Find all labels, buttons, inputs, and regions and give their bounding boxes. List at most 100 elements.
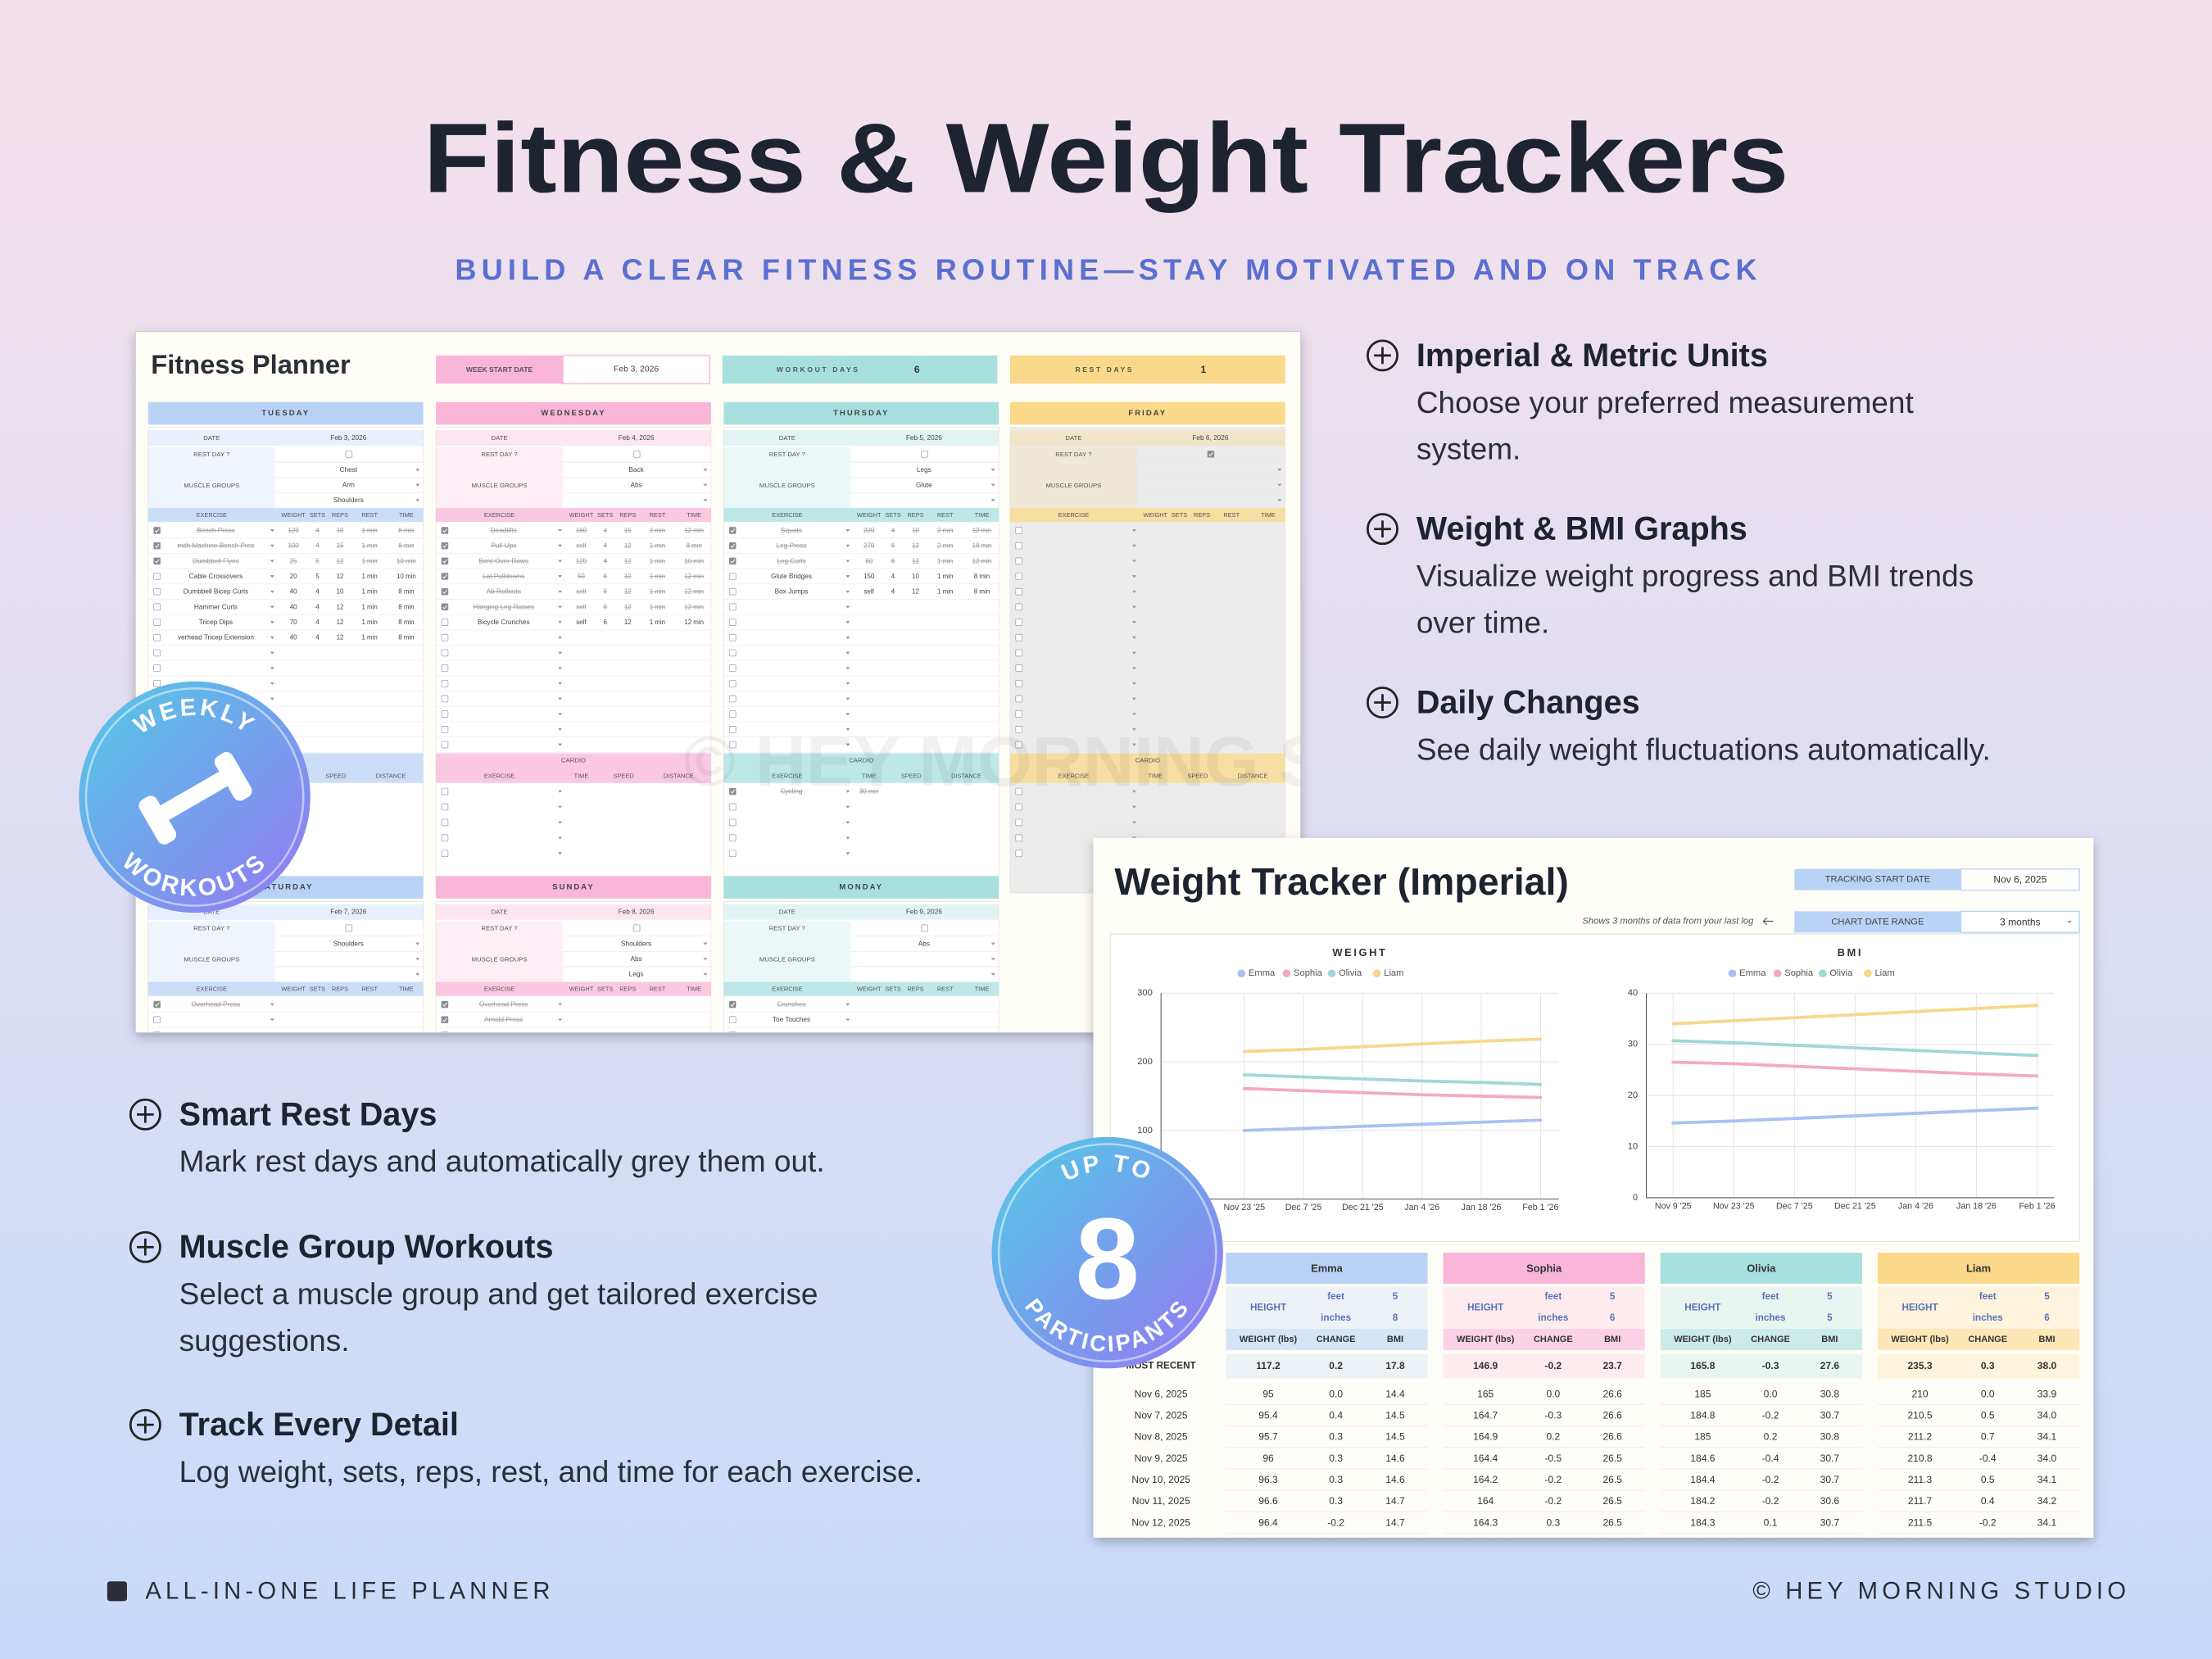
feature-title: Daily Changes (1416, 685, 1640, 721)
column-label: SETS (1172, 511, 1187, 519)
cardio-header (1009, 753, 1285, 783)
legend-swatch (1728, 969, 1737, 977)
log-value: 30.7 (1820, 1474, 1840, 1485)
log-value: -0.2 (1762, 1495, 1779, 1507)
exercise-rest: 1 min (361, 527, 377, 534)
checkbox (441, 834, 449, 842)
rest-days: 1 (1200, 364, 1206, 375)
exercise-sets: 5 (315, 557, 320, 564)
exercise-reps: 12 (337, 573, 344, 580)
column-label: REPS (619, 511, 636, 519)
column-label: EXERCISE (484, 511, 514, 519)
header-value: Nov 6, 2025 (1993, 874, 2047, 886)
y-tick-label: 20 (1628, 1090, 1638, 1100)
log-value: 164.4 (1473, 1453, 1498, 1464)
plus-icon-cross (137, 1238, 154, 1256)
day-name: SATURDAY (258, 883, 314, 892)
exercise-rest: 1 min (650, 603, 665, 610)
checkbox (441, 542, 449, 550)
recent-label: MOST RECENT (1126, 1360, 1197, 1371)
exercise-sets: 4 (604, 527, 608, 534)
column-label: TIME (975, 511, 990, 519)
log-value: 26.5 (1602, 1516, 1622, 1528)
exercise-name: Leg Curls (777, 557, 805, 564)
day-name: SUNDAY (552, 883, 595, 892)
log-value: 164.3 (1473, 1516, 1498, 1528)
checkbox (728, 726, 737, 733)
column-label: SETS (310, 986, 325, 993)
day-card: WEDNESDAY DATE Feb 4, 2026 REST DAY ? MUSCLE… (435, 401, 712, 894)
exercise-sets: 4 (604, 542, 608, 550)
exercise-weight: 40 (290, 634, 297, 641)
cardio-name: Cycling (780, 788, 802, 796)
cardio-time: 30 min (859, 788, 879, 796)
chart-area (1109, 933, 2080, 1242)
column-label: SETS (597, 986, 613, 993)
exercise-weight: 20 (290, 573, 297, 580)
footer-right: © HEY MORNING STUDIO (1752, 1578, 2130, 1604)
log-value: 185 (1694, 1388, 1711, 1399)
checkbox (441, 649, 449, 657)
muscle-label: MUSCLE GROUPS (184, 482, 239, 489)
check-mark (730, 789, 736, 794)
dropdown-arrow (270, 560, 274, 563)
person-table: Emma HEIGHT feet inches 5 8 WEIGHT (lbs) CHANGE… (1226, 1253, 1428, 1534)
plus-icon (1367, 687, 1398, 718)
recent-value: -0.3 (1762, 1360, 1779, 1371)
dropdown-arrow (558, 728, 563, 732)
column-label: WEIGHT (569, 986, 594, 993)
column-label: SPEED (614, 773, 634, 780)
check-mark (730, 543, 736, 549)
dropdown-arrow (845, 790, 850, 793)
x-tick-label: Nov 23 '25 (1713, 1201, 1755, 1211)
dropdown-arrow (1131, 605, 1137, 609)
plus-icon-cross (137, 1106, 154, 1123)
column-label: EXERCISE (1058, 773, 1089, 780)
checkbox (1015, 850, 1023, 858)
exercise-time: 8 min (974, 573, 990, 580)
plus-icon (1367, 513, 1398, 546)
feature-text: Choose your preferred measurement (1416, 385, 1915, 419)
date-row (436, 904, 711, 920)
tracker-title: Weight Tracker (Imperial) (1114, 860, 1569, 903)
checkbox (441, 1016, 449, 1024)
exercise-header (147, 981, 424, 996)
muscle-group: Shoulders (333, 940, 364, 947)
height-inches: 6 (2044, 1312, 2050, 1323)
column-label: TIME (1148, 773, 1163, 780)
checkbox (1015, 527, 1023, 534)
exercise-sets: 6 (891, 557, 895, 564)
dropdown-arrow (1131, 575, 1137, 578)
planner-body: Fitness Planner WEEK START DATE Feb 3, 202… (147, 349, 1301, 1033)
exercise-rest: 1 min (361, 557, 377, 564)
column-label: EXERCISE (197, 511, 227, 519)
log-value: 164.7 (1473, 1409, 1498, 1421)
check-mark (442, 1018, 447, 1022)
exercise-name: Leg Press (776, 542, 806, 550)
label-box (1794, 868, 1961, 891)
exercise-name: Squats (781, 527, 802, 534)
chart: BMI Emma Sophia Olivia Liam 0 10 20 30 40 Nov 9 '2… (1628, 946, 2056, 1211)
exercise-reps: 12 (337, 603, 344, 610)
column-label: REPS (619, 986, 636, 993)
dropdown-arrow (1131, 621, 1137, 624)
height-cell (1443, 1286, 1645, 1330)
height-inches: 8 (1393, 1312, 1398, 1323)
log-value: 30.7 (1820, 1409, 1840, 1421)
column-label: WEIGHT (857, 986, 882, 993)
height-label: HEIGHT (1467, 1303, 1504, 1313)
height-label: HEIGHT (1902, 1303, 1938, 1313)
x-tick-label: Dec 7 '25 (1285, 1203, 1322, 1213)
exercise-weight: 40 (290, 588, 297, 596)
dropdown-arrow (703, 942, 708, 945)
dropdown-arrow (270, 605, 274, 609)
checkbox (345, 450, 353, 458)
log-value: 0.0 (1764, 1388, 1778, 1399)
muscle-group: Legs (629, 971, 644, 978)
log-value: -0.3 (1544, 1409, 1562, 1421)
label-cell (436, 446, 564, 508)
exercise-name: mith Machine Bench Pres (177, 542, 254, 550)
exercise-reps: 10 (337, 588, 344, 596)
y-tick-label: 100 (1137, 1126, 1153, 1135)
dropdown-arrow (845, 743, 850, 746)
